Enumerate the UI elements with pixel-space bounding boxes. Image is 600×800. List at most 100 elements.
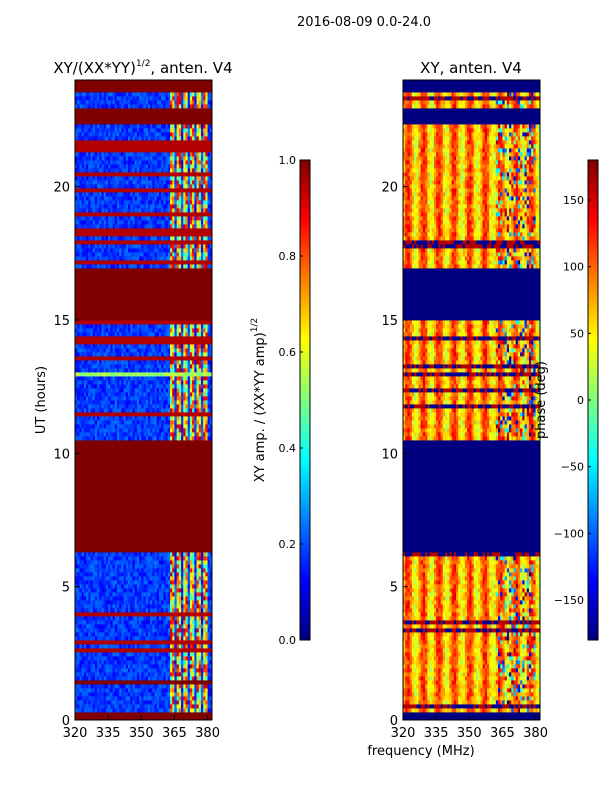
heatmap-cell (178, 568, 182, 573)
heatmap-cell (116, 560, 120, 565)
heatmap-cell (141, 396, 144, 401)
heatmap-cell (81, 488, 85, 493)
heatmap-cell (86, 644, 89, 649)
heatmap-cell (101, 696, 105, 701)
heatmap-cell (99, 476, 102, 481)
heatmap-cell (132, 684, 136, 689)
heatmap-cell (105, 700, 109, 705)
heatmap-cell (163, 712, 166, 717)
heatmap-cell (83, 568, 87, 573)
heatmap-cell (207, 624, 211, 629)
heatmap-cell (170, 580, 173, 585)
heatmap-cell (196, 692, 200, 697)
heatmap-cell (181, 452, 184, 457)
heatmap-cell (152, 596, 155, 601)
heatmap-cell (145, 440, 149, 445)
heatmap-cell (196, 480, 200, 485)
heatmap-cell (174, 672, 178, 677)
heatmap-cell (143, 684, 147, 689)
heatmap-cell (189, 408, 193, 413)
heatmap-cell (189, 440, 193, 445)
heatmap-cell (156, 548, 160, 553)
heatmap-cell (145, 508, 149, 513)
heatmap-cell (154, 628, 158, 633)
heatmap-cell (105, 436, 109, 441)
heatmap-cell (154, 528, 158, 533)
heatmap-cell (181, 616, 184, 621)
heatmap-cell (86, 436, 89, 441)
heatmap-cell (152, 508, 155, 513)
heatmap-cell (114, 544, 118, 549)
heatmap-cell (205, 676, 208, 681)
heatmap-cell (209, 596, 212, 601)
heatmap-cell (141, 608, 144, 613)
heatmap-cell (110, 548, 113, 553)
heatmap-cell (145, 468, 149, 473)
heatmap-cell (154, 704, 158, 709)
heatmap-cell (174, 712, 178, 717)
heatmap-cell (192, 700, 195, 705)
heatmap-cell (134, 556, 138, 561)
heatmap-cell (205, 440, 208, 445)
heatmap-cell (108, 644, 111, 649)
heatmap-cell (209, 676, 212, 681)
heatmap-cell (192, 660, 195, 665)
heatmap-cell (163, 608, 166, 613)
heatmap-cell (163, 404, 166, 409)
heatmap-cell (99, 696, 102, 701)
heatmap-cell (207, 464, 211, 469)
heatmap-cell (163, 464, 166, 469)
heatmap-cell (90, 480, 94, 485)
heatmap-cell (141, 592, 144, 597)
heatmap-cell (174, 644, 178, 649)
heatmap-cell (176, 564, 180, 569)
heatmap-cell (174, 520, 178, 525)
heatmap-cell (143, 716, 147, 720)
heatmap-cell (145, 544, 149, 549)
heatmap-cell (183, 676, 186, 681)
heatmap-cell (145, 456, 149, 461)
heatmap-cell (119, 548, 122, 553)
heatmap-cell (79, 596, 83, 601)
heatmap-cell (97, 468, 100, 473)
heatmap-cell (196, 684, 200, 689)
heatmap-cell (143, 616, 147, 621)
heatmap-cell (158, 516, 162, 521)
heatmap-cell (97, 492, 100, 497)
heatmap-cell (174, 592, 178, 597)
heatmap-cell (116, 712, 120, 717)
heatmap-cell (167, 540, 171, 545)
heatmap-cell (150, 440, 153, 445)
heatmap-cell (165, 500, 169, 505)
heatmap-cell (172, 432, 175, 437)
heatmap-cell (130, 644, 133, 649)
heatmap-cell (185, 588, 189, 593)
heatmap-cell (105, 680, 109, 685)
heatmap-cell (116, 492, 120, 497)
heatmap-cell (176, 596, 180, 601)
heatmap-cell (189, 632, 193, 637)
heatmap-cell (130, 432, 133, 437)
heatmap-cell (125, 564, 129, 569)
heatmap-cell (196, 624, 200, 629)
heatmap-cell (94, 564, 98, 569)
heatmap-cell (139, 520, 142, 525)
heatmap-cell (161, 408, 164, 413)
heatmap-cell (77, 420, 80, 425)
heatmap-cell (154, 572, 158, 577)
heatmap-cell (185, 608, 189, 613)
heatmap-cell (130, 580, 133, 585)
heatmap-cell (75, 516, 78, 521)
heatmap-cell (139, 708, 142, 713)
heatmap-cell (77, 416, 80, 421)
heatmap-cell (189, 472, 193, 477)
heatmap-cell (176, 476, 180, 481)
heatmap-cell (192, 640, 195, 645)
heatmap-cell (200, 564, 204, 569)
heatmap-cell (154, 548, 158, 553)
heatmap-cell (178, 528, 182, 533)
heatmap-cell (97, 436, 100, 441)
heatmap-cell (143, 628, 147, 633)
heatmap-cell (92, 440, 96, 445)
heatmap-cell (154, 432, 158, 437)
